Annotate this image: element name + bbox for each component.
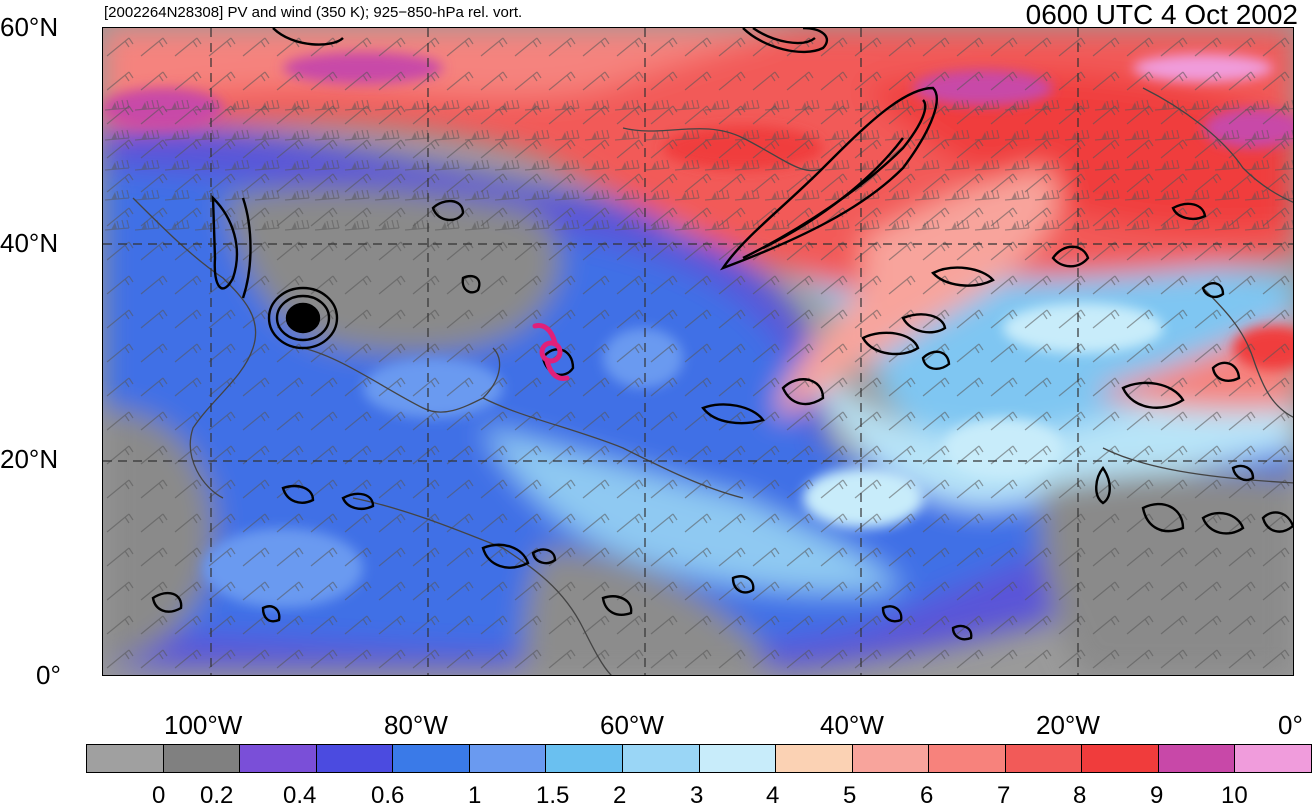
colorbar-label: 8 (1073, 782, 1087, 809)
colorbar-swatch (622, 745, 700, 772)
lat-label-40n: 40°N (0, 228, 59, 258)
colorbar-swatch (1158, 745, 1236, 772)
colorbar-label: 0 (152, 782, 166, 809)
coastlines (132, 87, 1293, 675)
lon-label-80w: 80°W (384, 710, 448, 740)
colorbar-label: 1.5 (536, 782, 570, 809)
graticule (103, 28, 1293, 675)
colorbar-label: 9 (1150, 782, 1164, 809)
colorbar-swatch (163, 745, 241, 772)
colorbar-label: 0.4 (283, 782, 317, 809)
colorbar-swatch (240, 745, 317, 772)
colorbar-swatch (469, 745, 547, 772)
colorbar-label: 10 (1221, 782, 1248, 809)
colorbar-swatch (699, 745, 777, 772)
colorbar-label: 4 (766, 782, 780, 809)
lon-label-40w: 40°W (820, 710, 884, 740)
hurricane-symbol (532, 323, 570, 381)
colorbar-swatch (87, 745, 164, 772)
colorbar-label: 0.6 (371, 782, 405, 809)
lat-label-eq: 0° (36, 660, 61, 690)
lon-label-20w: 20°W (1036, 710, 1100, 740)
wind-barbs-jet (103, 88, 1293, 248)
colorbar-swatch (929, 745, 1006, 772)
colorbar (86, 744, 1312, 773)
lon-label-60w: 60°W (600, 710, 664, 740)
pv-wind-map (103, 28, 1293, 675)
colorbar-swatch (393, 745, 470, 772)
colorbar-label: 5 (843, 782, 857, 809)
colorbar-label: 6 (920, 782, 934, 809)
lon-label-0: 0° (1278, 710, 1303, 740)
colorbar-swatch (1082, 745, 1159, 772)
colorbar-swatch (546, 745, 623, 772)
colorbar-swatch (316, 745, 394, 772)
colorbar-label: 1 (468, 782, 482, 809)
map-panel (102, 27, 1294, 676)
colorbar-label: 3 (690, 782, 704, 809)
colorbar-swatch (776, 745, 853, 772)
lon-label-100w: 100°W (164, 710, 243, 740)
map-subtitle: [2002264N28308] PV and wind (350 K); 925… (104, 4, 523, 21)
colorbar-label: 2 (613, 782, 627, 809)
colorbar-swatch (1005, 745, 1083, 772)
colorbar-label: 0.2 (200, 782, 234, 809)
vorticity-contours (151, 28, 1293, 641)
map-title: 0600 UTC 4 Oct 2002 (1025, 0, 1298, 30)
lat-label-60n: 60°N (0, 12, 59, 42)
colorbar-swatch (852, 745, 930, 772)
colorbar-label: 7 (997, 782, 1011, 809)
lat-label-20n: 20°N (0, 444, 59, 474)
colorbar-swatch (1235, 745, 1311, 772)
